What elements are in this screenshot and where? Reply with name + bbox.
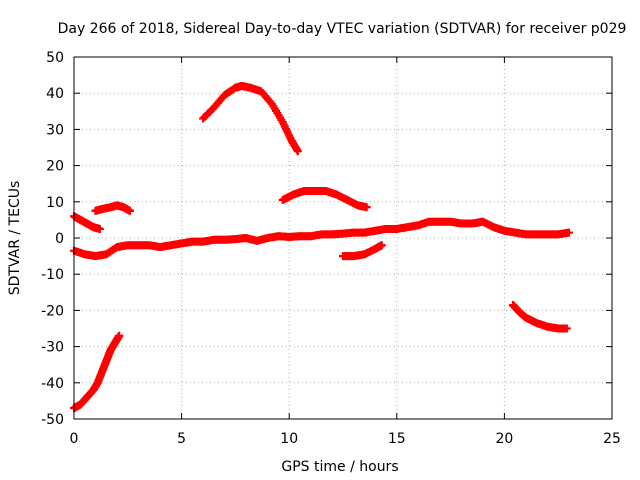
series-arc-f [339, 241, 386, 261]
x-tick-label: 20 [495, 431, 513, 447]
chart-title: Day 266 of 2018, Sidereal Day-to-day VTE… [58, 21, 627, 37]
x-axis-label: GPS time / hours [281, 459, 398, 475]
data-series [70, 81, 573, 413]
y-tick-label: -20 [41, 303, 64, 319]
series-arc-d [199, 81, 302, 156]
data-point [377, 241, 386, 250]
series-arc-g [509, 300, 571, 333]
data-point [564, 228, 573, 237]
x-tick-label: 25 [603, 431, 621, 447]
series-arc-b [91, 201, 134, 215]
series-arc-e [278, 186, 371, 212]
series-arc-main [70, 217, 573, 261]
y-tick-label: 40 [46, 86, 64, 102]
y-tick-label: 20 [46, 159, 64, 175]
data-point [293, 147, 302, 156]
y-tick-label: -10 [41, 267, 64, 283]
y-tick-label: 10 [46, 195, 64, 211]
y-tick-label: 0 [55, 231, 64, 247]
data-point [362, 203, 371, 212]
data-point [562, 324, 571, 333]
y-axis-label: SDTVAR / TECUs [7, 181, 23, 296]
axis-ticks: 0 5 10 15 20 25 -50 -40 -30 -20 -10 0 10 20 30 40 50 [41, 50, 621, 447]
x-tick-label: 15 [388, 431, 406, 447]
x-tick-label: 5 [177, 431, 186, 447]
y-tick-label: -40 [41, 376, 64, 392]
y-tick-label: -50 [41, 412, 64, 428]
data-point [95, 224, 104, 233]
y-tick-label: -30 [41, 340, 64, 356]
data-point [125, 206, 134, 215]
y-tick-label: 30 [46, 122, 64, 138]
y-tick-label: 50 [46, 50, 64, 66]
series-arc-c [70, 331, 124, 413]
series-arc-a [70, 212, 104, 233]
data-point [115, 331, 124, 340]
x-tick-label: 0 [70, 431, 79, 447]
x-tick-label: 10 [280, 431, 298, 447]
